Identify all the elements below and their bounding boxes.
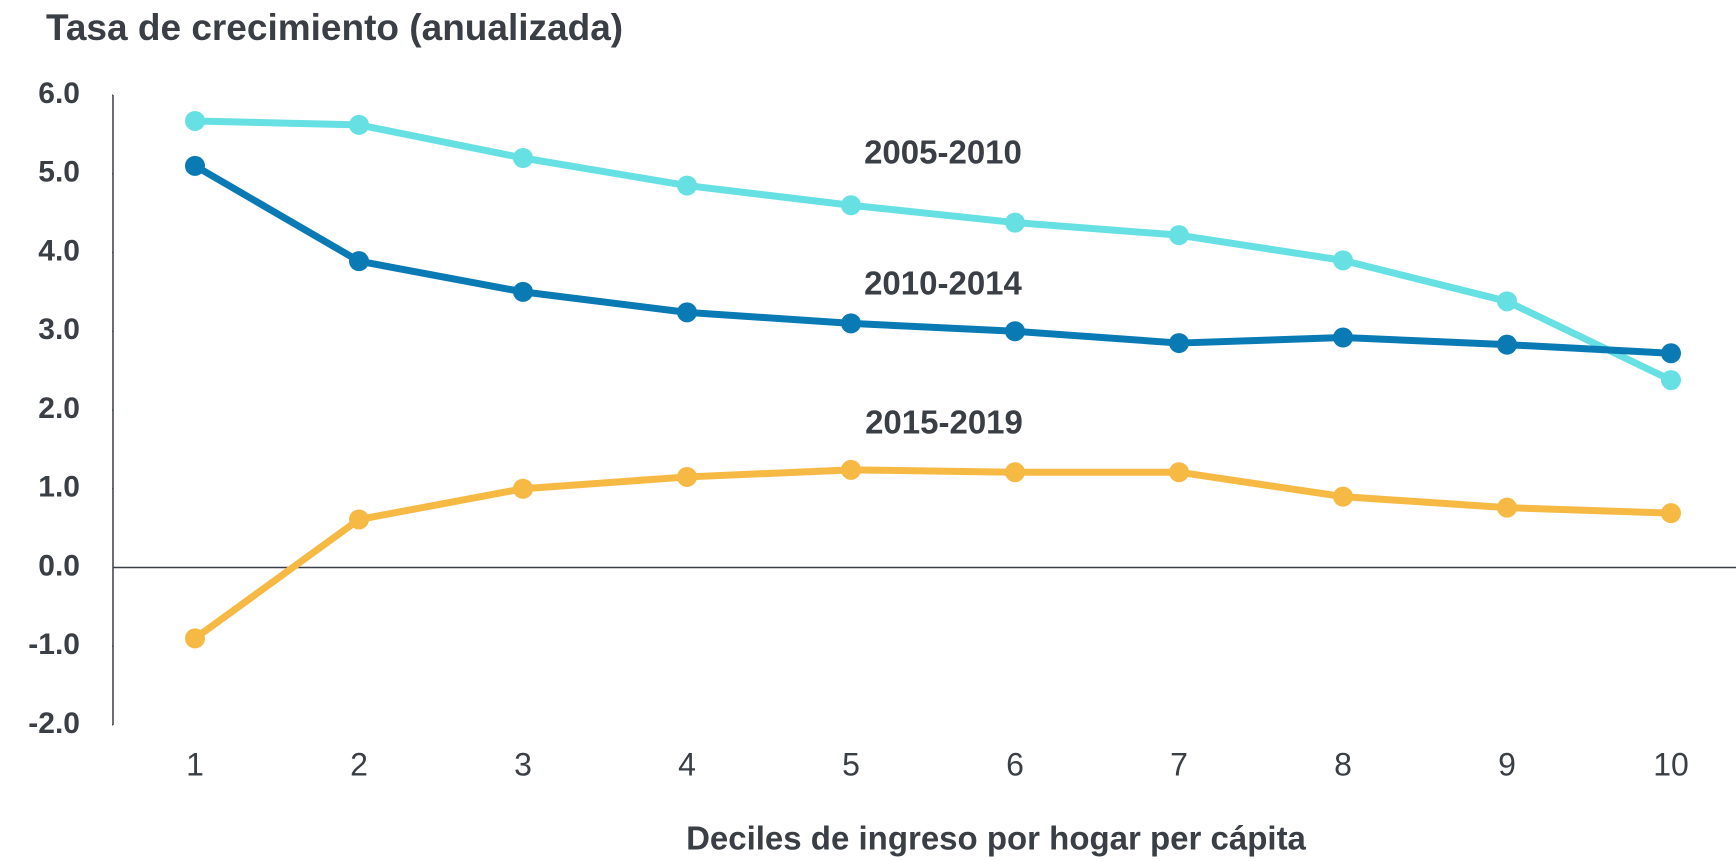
data-point <box>1005 321 1025 342</box>
x-tick-label: 7 <box>1170 746 1188 782</box>
data-point <box>1333 486 1353 507</box>
data-point <box>1661 343 1681 364</box>
y-tick-label: 5.0 <box>38 156 80 189</box>
series-label: 2010-2014 <box>864 265 1022 302</box>
x-tick-label: 4 <box>678 746 696 782</box>
data-point <box>1005 212 1025 233</box>
data-point <box>513 148 533 168</box>
y-tick-label: 1.0 <box>38 471 80 504</box>
y-tick-label: 6.0 <box>38 77 80 110</box>
data-point <box>1497 334 1517 355</box>
x-axis-title: Deciles de ingreso por hogar per cápita <box>686 820 1306 857</box>
series-label: 2015-2019 <box>865 404 1023 441</box>
data-point <box>185 110 205 131</box>
data-point <box>349 114 369 135</box>
series-label: 2005-2010 <box>864 134 1022 171</box>
data-point <box>1497 291 1517 312</box>
data-point <box>1333 327 1353 348</box>
data-point <box>349 251 369 272</box>
data-point <box>1005 462 1025 483</box>
data-point <box>1497 497 1517 518</box>
data-point <box>1169 333 1189 354</box>
data-point <box>677 302 697 323</box>
y-tick-label: 4.0 <box>38 234 80 267</box>
data-point <box>841 195 861 216</box>
x-tick-label: 1 <box>186 746 204 782</box>
data-point <box>349 509 369 530</box>
data-point <box>185 155 205 176</box>
data-point <box>1169 225 1189 246</box>
y-tick-label: -1.0 <box>28 628 80 661</box>
y-tick-label: 2.0 <box>38 392 80 425</box>
series-line <box>194 117 1673 384</box>
x-tick-label: 2 <box>350 746 368 782</box>
x-tick-label: 9 <box>1498 746 1516 782</box>
x-tick-label: 10 <box>1653 746 1689 782</box>
data-point <box>513 478 533 499</box>
x-tick-label: 6 <box>1006 746 1024 782</box>
data-point <box>677 466 697 487</box>
data-point <box>1169 462 1189 483</box>
data-point <box>677 175 697 196</box>
data-point <box>841 459 861 480</box>
x-tick-label: 3 <box>514 746 532 782</box>
x-tick-label: 8 <box>1334 746 1352 782</box>
y-tick-label: -2.0 <box>28 707 80 740</box>
series-line <box>192 466 1672 642</box>
series-line <box>193 162 1672 357</box>
y-tick-label: 0.0 <box>38 549 80 582</box>
data-point <box>841 313 861 334</box>
data-point <box>1333 250 1353 271</box>
data-point <box>1661 503 1681 524</box>
data-point <box>513 281 533 302</box>
chart-title: Tasa de crecimiento (anualizada) <box>46 7 623 48</box>
y-tick-label: 3.0 <box>38 313 80 346</box>
x-tick-label: 5 <box>842 746 860 782</box>
data-point <box>1661 370 1681 391</box>
data-point <box>185 628 205 649</box>
